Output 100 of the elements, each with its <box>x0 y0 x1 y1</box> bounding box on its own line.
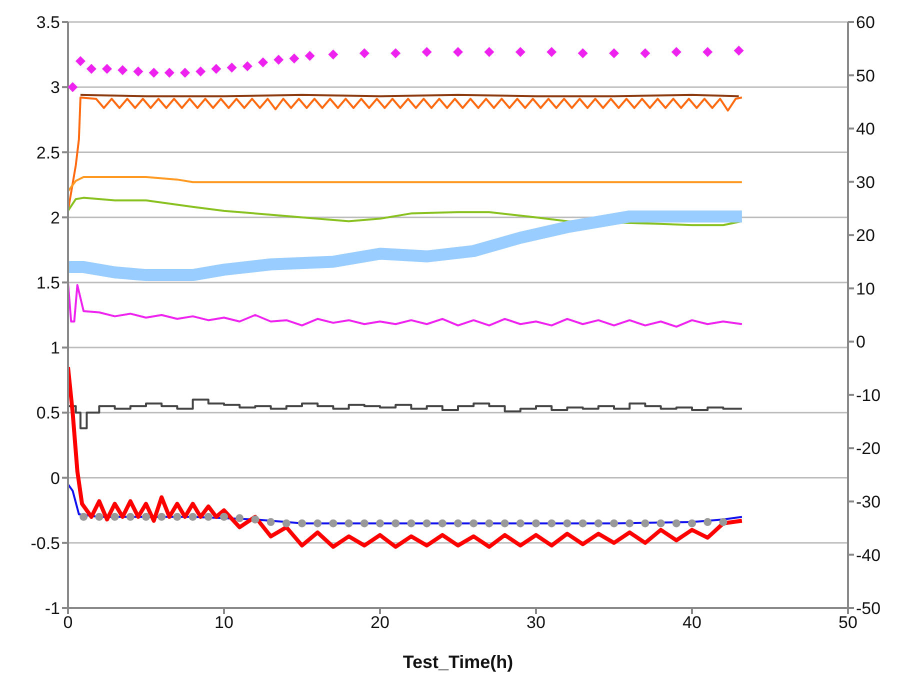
x-axis-title: Test_Time(h) <box>402 652 514 672</box>
point <box>422 46 432 57</box>
line-series <box>68 365 744 549</box>
x-tick-label: 50 <box>838 613 858 632</box>
point <box>80 512 88 521</box>
y-tick-label: 2 <box>50 208 60 228</box>
point <box>242 61 252 72</box>
point <box>392 519 400 528</box>
y2-tick-label: -10 <box>856 386 881 405</box>
point <box>359 48 370 58</box>
point <box>671 46 682 57</box>
point <box>158 512 166 521</box>
point <box>314 519 322 528</box>
point <box>688 519 696 528</box>
x-tick-label: 0 <box>63 613 73 632</box>
point <box>578 519 587 528</box>
point <box>500 519 509 528</box>
point <box>360 519 368 528</box>
point <box>610 519 618 528</box>
y2-tick-label: 0 <box>856 332 866 352</box>
point <box>68 82 78 92</box>
y-tick-label: 0.5 <box>36 404 60 423</box>
point <box>516 519 524 528</box>
point <box>390 48 401 58</box>
point <box>376 519 384 528</box>
point <box>548 519 556 528</box>
point <box>485 519 494 528</box>
point <box>626 519 634 528</box>
point <box>86 64 96 74</box>
point <box>344 519 353 528</box>
point <box>204 512 212 521</box>
x-tick-label: 20 <box>370 613 390 632</box>
point <box>298 519 306 528</box>
y-tick-label: -0.5 <box>30 534 60 553</box>
point <box>734 46 744 56</box>
point <box>453 46 463 57</box>
y2-tick-label: 30 <box>856 172 875 192</box>
point <box>126 512 134 521</box>
point <box>220 512 228 521</box>
point <box>75 56 86 66</box>
point <box>578 48 588 58</box>
point <box>266 518 275 526</box>
x-tick-label: 40 <box>682 613 702 632</box>
point <box>454 519 462 528</box>
y-tick-label: 2.5 <box>36 143 60 162</box>
point <box>702 46 713 57</box>
point <box>133 66 144 76</box>
y2-tick-label: 60 <box>856 13 875 32</box>
y2-tick-label: -50 <box>856 599 881 618</box>
point <box>226 62 237 73</box>
point <box>563 519 572 528</box>
point <box>102 64 112 74</box>
point <box>329 519 338 528</box>
point <box>118 65 128 76</box>
point <box>211 64 222 74</box>
point <box>640 48 650 58</box>
line-series <box>68 176 743 192</box>
point <box>142 512 150 521</box>
point <box>546 46 557 57</box>
point <box>304 50 315 61</box>
point <box>251 515 260 524</box>
point <box>180 68 190 78</box>
point <box>289 53 300 64</box>
y2-tick-label: 10 <box>856 279 875 298</box>
point <box>188 512 197 521</box>
point <box>609 48 619 58</box>
point <box>95 512 104 521</box>
y2-tick-label: -20 <box>856 439 881 458</box>
y2-tick-label: 50 <box>856 66 875 86</box>
point <box>641 519 650 528</box>
point <box>164 68 174 78</box>
point <box>173 512 182 521</box>
y-tick-label: 0 <box>50 468 60 488</box>
point <box>515 46 526 57</box>
x-tick-label: 10 <box>214 613 234 632</box>
point <box>148 68 159 78</box>
point <box>594 519 602 528</box>
point <box>328 50 338 60</box>
point <box>470 519 478 528</box>
point <box>196 66 206 76</box>
point <box>672 519 680 528</box>
y2-tick-label: 40 <box>856 120 875 139</box>
y-tick-label: 1.5 <box>36 273 60 292</box>
y-tick-label: 3.5 <box>36 13 60 32</box>
y2-tick-label: -40 <box>856 546 881 565</box>
point <box>704 518 712 526</box>
line-series <box>68 281 743 328</box>
point <box>110 512 119 521</box>
point <box>532 519 540 528</box>
point <box>438 519 446 528</box>
point <box>274 54 284 65</box>
y-tick-label: -1 <box>44 599 60 618</box>
y-tick-label: 3 <box>50 78 60 98</box>
point <box>282 519 290 528</box>
point <box>719 518 728 526</box>
y2-tick-label: 20 <box>856 226 875 246</box>
x-tick-label: 30 <box>526 613 546 632</box>
point <box>236 514 244 522</box>
point <box>407 519 416 528</box>
point <box>422 519 431 528</box>
